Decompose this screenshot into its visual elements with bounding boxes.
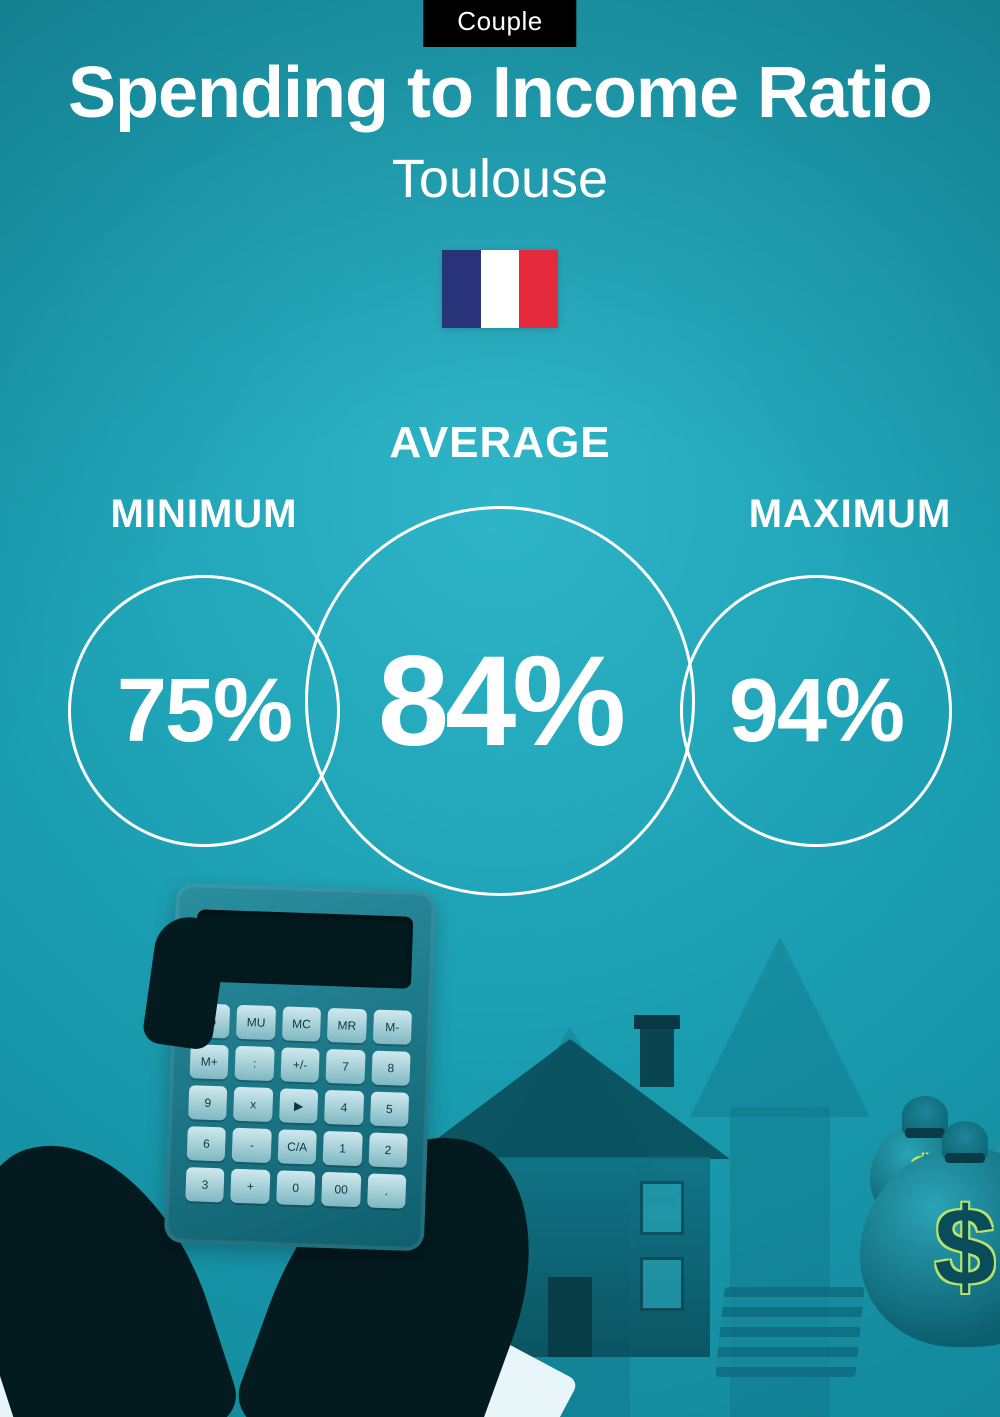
stat-maximum: MAXIMUM 94% — [700, 492, 1000, 847]
house-window — [640, 1181, 684, 1235]
category-badge: Couple — [423, 0, 576, 47]
calculator-key: : — [235, 1046, 275, 1081]
calculator-key: 6 — [187, 1126, 227, 1161]
calculator-key: 4 — [324, 1090, 364, 1125]
house-door — [548, 1277, 592, 1357]
calculator-key: +/- — [280, 1047, 320, 1082]
stat-value: 94% — [729, 660, 903, 763]
stat-label: MAXIMUM — [700, 492, 1000, 537]
stat-label: AVERAGE — [350, 418, 650, 468]
flag-france-icon — [442, 250, 558, 328]
dollar-sign-icon: $ — [934, 1184, 995, 1311]
calculator-key: ▶ — [279, 1088, 319, 1123]
flag-stripe — [481, 250, 520, 328]
stat-value: 75% — [117, 660, 291, 763]
calculator-key: MR — [327, 1008, 367, 1043]
stat-average: AVERAGE 84% — [350, 418, 650, 896]
calculator-key: M- — [372, 1010, 412, 1045]
calculator-key: 7 — [326, 1049, 366, 1084]
calculator-key: 3 — [185, 1167, 225, 1202]
calculator-key: M+ — [190, 1044, 230, 1079]
city-name: Toulouse — [0, 148, 1000, 210]
calculator-key: - — [232, 1128, 272, 1163]
calculator-key: 1 — [323, 1131, 363, 1166]
house-window — [640, 1257, 684, 1311]
calculator-key: 9 — [188, 1085, 228, 1120]
calculator-key: MU — [236, 1005, 276, 1040]
stat-value: 84% — [378, 628, 622, 775]
page-title: Spending to Income Ratio — [0, 52, 1000, 134]
calculator-key: + — [231, 1169, 271, 1204]
calculator-key: C/A — [277, 1129, 317, 1164]
calculator-key: 0 — [276, 1170, 316, 1205]
flag-stripe — [519, 250, 558, 328]
calculator-key: x — [233, 1087, 273, 1122]
calculator-key: 5 — [370, 1091, 410, 1126]
calculator-key: 2 — [368, 1132, 408, 1167]
stat-circle: 75% — [68, 575, 340, 847]
calculator-keys: %MUMCMRM-M+:+/-789x▶456-C/A123+000. — [184, 1003, 412, 1231]
calculator-key: MC — [282, 1006, 322, 1041]
calculator-key: 8 — [371, 1051, 411, 1086]
cash-stack-icon — [715, 1287, 864, 1377]
stat-circle: 94% — [680, 575, 952, 847]
stat-circle: 84% — [305, 506, 695, 896]
calculator-key: . — [367, 1173, 407, 1208]
illustration-scene: $ $ %MUMCMRM-M+:+/-789x▶456-C/A123+000. — [0, 857, 1000, 1417]
flag-stripe — [442, 250, 481, 328]
calculator-key: 00 — [321, 1172, 361, 1207]
calculator-screen — [195, 909, 413, 988]
stat-label: MINIMUM — [54, 492, 354, 537]
